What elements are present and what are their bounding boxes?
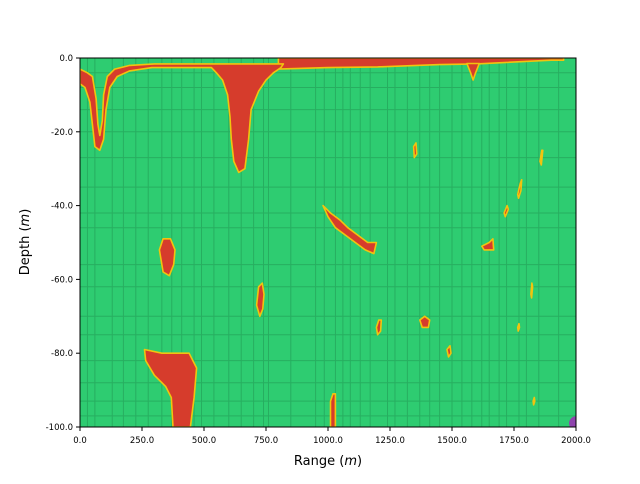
feature-dash-1830 [532,396,536,406]
feature-dash-1770 [516,179,523,199]
feature-dip-1600 [466,62,481,81]
x-tick-label: 0.0 [73,436,87,446]
x-tick-label: 1750.0 [499,436,529,446]
feature-oval-730 [255,282,265,318]
feature-small-1490 [446,344,452,358]
y-tick-label: -40.0 [51,202,73,212]
feature-layer [80,58,565,427]
feature-left-u-loop [80,63,285,174]
feature-dash-1860 [539,149,544,166]
x-axis-label-main: Range ( [294,454,344,469]
feature-small-1350 [412,142,418,159]
y-tick-label: 0.0 [59,54,73,64]
feature-small-1210 [375,319,383,336]
position-marker [569,416,576,427]
feature-bottom-arch [143,348,198,427]
feature-small-1660 [480,238,495,251]
x-tick-label: 2000.0 [561,436,591,446]
y-tick-label: -60.0 [51,275,73,285]
cell-grid [80,58,576,427]
feature-mid-oval-350 [158,238,176,277]
feature-top-strip [277,58,565,70]
x-tick-label: 1000.0 [313,436,343,446]
marker-layer [569,416,576,427]
y-axis-label-close: ) [18,209,33,214]
y-axis-label: Depth (m) [18,209,33,276]
feature-dash-1720 [503,204,510,218]
y-tick-label: -100.0 [46,423,73,433]
feature-diagonal-streak [322,204,378,255]
feature-small-1390 [418,315,431,329]
x-tick-label: 250.0 [130,436,154,446]
feature-small-1020 [329,392,337,427]
y-axis-label-main: Depth ( [18,226,33,275]
x-axis: 0.0 250.0 500.0 750.0 1000.0 1250.0 1500.0 1750… [73,427,591,446]
y-tick-label: -80.0 [51,349,73,359]
y-tick-label: -20.0 [51,128,73,138]
y-axis: 0.0 -20.0 -40.0 -60.0 -80.0 -100.0 [46,54,80,433]
x-tick-label: 500.0 [192,436,216,446]
x-axis-label: Range (m) [294,454,362,469]
feature-dash-1820 [530,282,534,299]
x-tick-label: 1500.0 [437,436,467,446]
x-tick-label: 750.0 [254,436,278,446]
x-tick-label: 1250.0 [375,436,405,446]
x-axis-label-unit: m [344,454,357,469]
feature-dash-1770b [516,322,521,332]
x-axis-label-close: ) [357,454,362,469]
y-axis-label-unit: m [18,214,33,227]
